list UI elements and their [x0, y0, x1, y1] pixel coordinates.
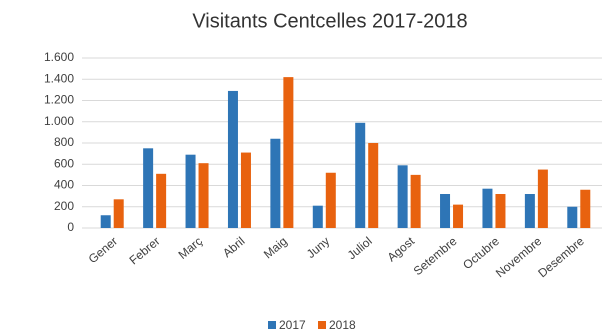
legend-label: 2017 [279, 318, 306, 332]
x-tick-label: Abril [220, 234, 247, 260]
bar [143, 148, 154, 228]
bar [355, 122, 366, 228]
bar [453, 204, 464, 228]
bar [312, 205, 323, 228]
x-tick-label: Desembre [535, 234, 587, 281]
bar [270, 138, 281, 228]
x-tick-label: Gener [86, 234, 121, 266]
x-tick-label: Novembre [493, 234, 545, 281]
bar [482, 188, 493, 228]
y-tick-label: 0 [67, 220, 74, 234]
x-tick-label: Maig [261, 234, 290, 261]
bar [100, 215, 111, 228]
legend-swatch [318, 321, 326, 329]
x-tick-label: Juny [304, 234, 332, 261]
bar [113, 199, 124, 228]
y-tick-label: 1.000 [44, 114, 74, 128]
legend-label: 2018 [329, 318, 356, 332]
chart-title: Visitants Centcelles 2017-2018 [192, 10, 467, 32]
bar [156, 173, 167, 228]
y-tick-label: 600 [54, 156, 74, 170]
bar [240, 152, 251, 228]
bar [198, 163, 209, 228]
bar [524, 194, 535, 228]
x-tick-label: Setembre [411, 234, 460, 278]
y-tick-label: 1.200 [44, 93, 74, 107]
y-tick-label: 1.400 [44, 71, 74, 85]
y-tick-label: 200 [54, 199, 74, 213]
x-tick-label: Març [176, 234, 205, 262]
x-tick-label: Agost [385, 234, 418, 265]
bar [325, 172, 336, 228]
x-tick-label: Febrer [127, 234, 163, 267]
legend-swatch [268, 321, 276, 329]
bar [537, 169, 548, 228]
y-tick-label: 800 [54, 135, 74, 149]
bar [185, 154, 196, 228]
bar [283, 77, 294, 228]
bar [227, 90, 238, 228]
bar [580, 189, 591, 228]
y-tick-label: 400 [54, 178, 74, 192]
bar [410, 174, 421, 228]
bar [368, 143, 379, 228]
x-tick-label: Juliol [345, 234, 375, 262]
bar [495, 194, 506, 228]
bar [397, 165, 408, 228]
y-tick-label: 1.600 [44, 50, 74, 64]
bar [440, 194, 451, 228]
bar [567, 206, 578, 228]
